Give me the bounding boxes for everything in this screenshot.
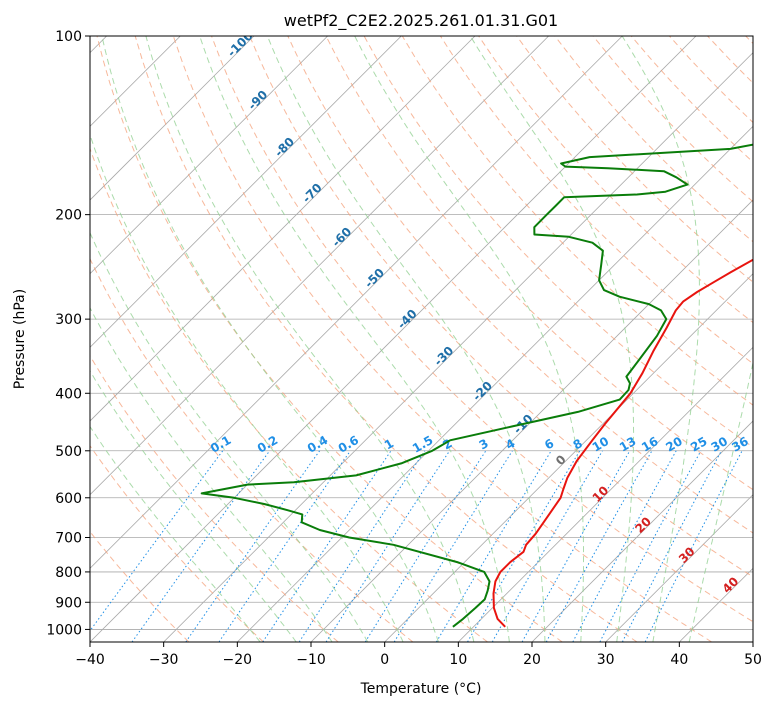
x-tick-label: 50 (744, 652, 762, 668)
x-tick-label: 20 (523, 652, 541, 668)
mixing-ratio-line (90, 450, 224, 632)
isotherm-line (90, 36, 549, 496)
moist-adiabat-line (266, 36, 546, 642)
isotherm-line (90, 36, 402, 348)
isotherm-line (531, 420, 753, 642)
y-axis-label: Pressure (hPa) (12, 289, 28, 389)
y-tick-label: 900 (55, 595, 82, 611)
y-tick-label: 600 (55, 491, 82, 507)
isotherm-line (90, 36, 697, 642)
moist-adiabat-line (90, 370, 297, 642)
dry-adiabat-line (287, 36, 753, 534)
mixing-ratio-line (364, 450, 487, 642)
isotherm-line (90, 36, 328, 275)
x-tick-label: 30 (597, 652, 615, 668)
dry-adiabat-line (249, 36, 753, 578)
dry-adiabat-line (90, 444, 264, 642)
moist-adiabat-line (101, 36, 439, 642)
moist-adiabat-line (90, 425, 261, 642)
dry-adiabat-line (172, 36, 712, 642)
moist-adiabat-line (469, 36, 635, 642)
plot-frame (89, 35, 754, 643)
dry-adiabat-line (211, 36, 753, 623)
isotherm-line (237, 125, 753, 642)
isotherm-line (90, 36, 476, 422)
moist-adiabat-line (145, 36, 475, 642)
isotherm-line (605, 494, 753, 642)
mixing-ratio-line (325, 450, 451, 642)
x-tick-label: −30 (149, 652, 179, 668)
isotherm-line (163, 52, 753, 642)
dry-adiabat-line (96, 36, 563, 642)
mixing-ratio-line (435, 450, 552, 642)
x-tick-label: −20 (223, 652, 253, 668)
mixing-ratio-line (545, 450, 653, 642)
y-tick-label: 500 (55, 444, 82, 460)
mixing-ratio-line (131, 450, 271, 642)
moist-adiabat-line (90, 231, 369, 642)
mixing-ratio-line (644, 450, 743, 642)
dry-adiabat-line (325, 36, 753, 491)
x-tick-label: −10 (296, 652, 326, 668)
y-tick-label: 800 (55, 565, 82, 581)
isotherm-line (90, 36, 255, 201)
dry-adiabat-line (90, 257, 414, 642)
mixing-ratio-line (262, 450, 392, 642)
moist-adiabat-line (199, 36, 510, 642)
moist-adiabat-line (688, 360, 753, 642)
moist-adiabat-line (90, 133, 404, 642)
moist-adiabat-line (354, 36, 584, 642)
mixing-ratio-line (218, 450, 351, 642)
dry-adiabat-line (516, 36, 753, 283)
isotherm-line (384, 273, 753, 642)
isotherm-line (458, 346, 753, 642)
isotherm-line (90, 36, 623, 569)
x-tick-label: 10 (449, 652, 467, 668)
y-tick-label: 300 (55, 312, 82, 328)
y-tick-label: 700 (55, 531, 82, 547)
y-tick-label: 1000 (46, 622, 82, 638)
x-axis-label: Temperature (°C) (360, 681, 482, 697)
dry-adiabat-line (90, 354, 339, 642)
y-tick-label: 400 (55, 386, 82, 402)
x-tick-label: 40 (670, 652, 688, 668)
dry-adiabat-line (134, 36, 638, 642)
mixing-ratio-line (572, 450, 677, 642)
temperature-line (492, 258, 753, 628)
y-tick-label: 200 (55, 208, 82, 224)
y-tick-label: 100 (55, 29, 82, 45)
x-tick-label: 0 (380, 652, 389, 668)
mixing-ratio-line (185, 450, 321, 642)
dewpoint-line (200, 143, 753, 628)
chart-title: wetPf2_C2E2.2025.261.01.31.G01 (284, 11, 558, 31)
mixing-ratio-line (599, 450, 702, 642)
moist-adiabat-line (621, 36, 700, 642)
mixing-ratio-line (298, 450, 426, 642)
x-tick-label: −40 (75, 652, 105, 668)
mixing-ratio-line (521, 450, 631, 642)
moist-adiabat-line (90, 306, 333, 642)
